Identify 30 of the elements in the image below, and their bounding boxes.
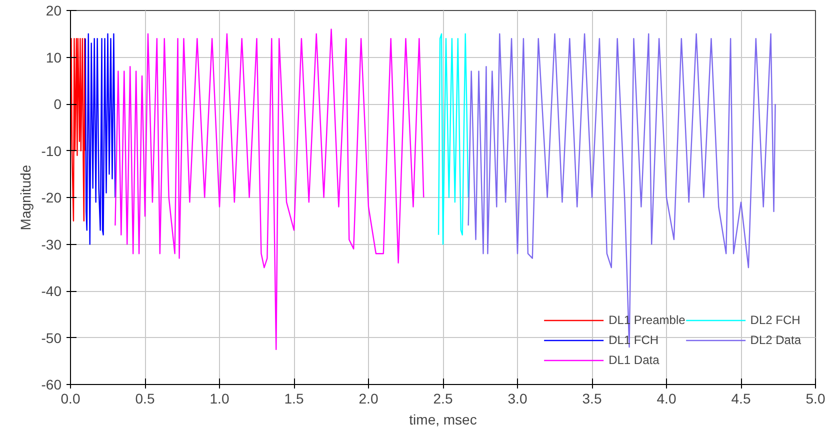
x-tick-label: 2.5 xyxy=(433,390,453,406)
y-tick-label: 0 xyxy=(54,96,62,112)
x-tick-label: 1.5 xyxy=(284,390,304,406)
x-tick-label: 0.0 xyxy=(60,390,80,406)
y-tick-label: -20 xyxy=(41,190,62,206)
y-tick-label: -40 xyxy=(41,283,62,299)
y-tick-label: -50 xyxy=(41,330,62,346)
y-tick-label: -10 xyxy=(41,142,62,159)
x-tick-label: 1.0 xyxy=(210,390,230,406)
line-series xyxy=(438,33,469,245)
y-tick-label: 20 xyxy=(46,2,62,18)
line-series xyxy=(114,28,424,350)
x-tick-label: 2.0 xyxy=(358,390,378,406)
legend-label: DL2 FCH xyxy=(750,313,800,327)
x-tick-label: 3.0 xyxy=(508,390,528,406)
legend-label: DL2 Data xyxy=(750,333,801,347)
x-tick-label: 4.0 xyxy=(656,390,676,406)
line-series xyxy=(84,33,116,245)
x-tick-label: 3.5 xyxy=(582,390,602,406)
y-tick-label: 10 xyxy=(46,49,62,66)
y-tick-label: -60 xyxy=(41,376,62,392)
x-tick-label: 0.5 xyxy=(135,390,155,406)
x-tick-label: 5.0 xyxy=(806,390,826,406)
x-axis-title: time, msec xyxy=(409,412,477,428)
x-tick-label: 4.5 xyxy=(731,390,751,406)
legend-label: DL1 Data xyxy=(608,353,660,367)
line-series xyxy=(468,33,776,348)
y-axis-title: Magnitude xyxy=(17,164,34,230)
line-series xyxy=(70,38,86,222)
y-tick-label: -30 xyxy=(41,236,62,252)
